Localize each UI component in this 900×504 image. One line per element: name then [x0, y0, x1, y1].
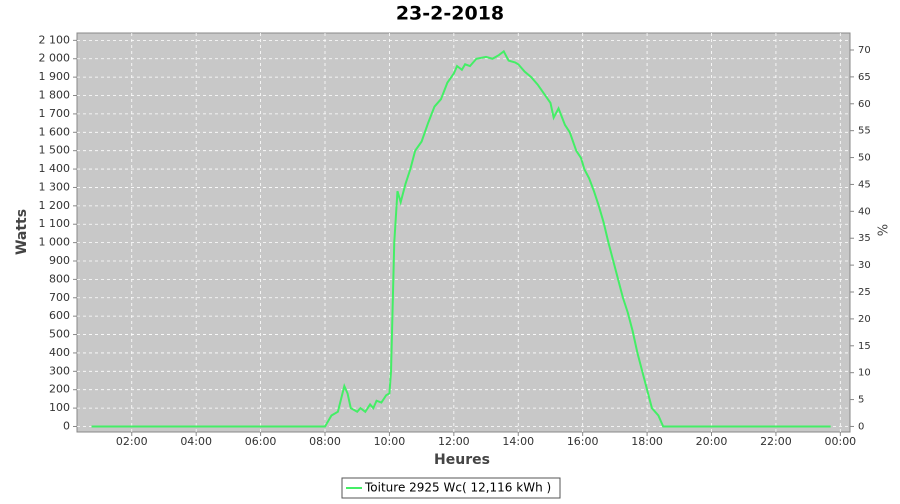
y-tick-label: 100	[49, 401, 70, 414]
y-tick-label: 500	[49, 328, 70, 341]
y-axis-label: Watts	[14, 209, 30, 255]
y-tick-label: 1 800	[39, 89, 71, 102]
y2-tick-label: 25	[858, 287, 871, 298]
y-tick-label: 1 100	[39, 217, 71, 230]
y-tick-label: 1 200	[39, 199, 71, 212]
y-tick-label: 700	[49, 291, 70, 304]
y2-tick-label: 0	[858, 421, 864, 432]
y-tick-label: 1 000	[39, 236, 71, 249]
legend-label: Toiture 2925 Wc( 12,116 kWh )	[364, 481, 551, 495]
y-tick-label: 900	[49, 254, 70, 267]
y-tick-label: 1 600	[39, 125, 71, 138]
y2-tick-label: 20	[858, 314, 871, 325]
x-tick-label: 22:00	[760, 435, 792, 448]
y-tick-label: 1 300	[39, 180, 71, 193]
x-tick-label: 00:00	[824, 435, 856, 448]
y2-tick-label: 45	[858, 179, 871, 190]
x-tick-label: 12:00	[438, 435, 470, 448]
y2-tick-label: 50	[858, 153, 871, 164]
y2-tick-label: 65	[858, 72, 871, 83]
y-tick-label: 200	[49, 383, 70, 396]
y-tick-label: 1 500	[39, 144, 71, 157]
y-tick-label: 600	[49, 309, 70, 322]
y2-tick-label: 15	[858, 341, 871, 352]
chart-title: 23-2-2018	[396, 3, 504, 25]
y2-tick-label: 30	[858, 260, 871, 271]
y2-tick-label: 35	[858, 233, 871, 244]
x-axis-label: Heures	[434, 452, 490, 468]
x-tick-label: 06:00	[245, 435, 277, 448]
y-tick-label: 0	[63, 419, 70, 432]
y-tick-label: 1 900	[39, 70, 71, 83]
x-tick-label: 04:00	[180, 435, 212, 448]
x-tick-label: 02:00	[116, 435, 148, 448]
x-tick-label: 14:00	[502, 435, 534, 448]
y2-tick-label: 70	[858, 45, 871, 56]
y2-tick-label: 10	[858, 368, 871, 379]
plot-area	[76, 32, 851, 433]
y-tick-label: 800	[49, 272, 70, 285]
y2-tick-label: 60	[858, 99, 871, 110]
x-tick-label: 20:00	[696, 435, 728, 448]
series-line	[91, 49, 831, 428]
y-tick-label: 1 700	[39, 107, 71, 120]
y-tick-label: 1 400	[39, 162, 71, 175]
y-tick-label: 2 100	[39, 33, 71, 46]
x-tick-label: 10:00	[374, 435, 406, 448]
x-tick-label: 16:00	[567, 435, 599, 448]
y2-tick-label: 5	[858, 395, 864, 406]
legend-box	[341, 477, 561, 499]
y2-tick-label: 55	[858, 126, 871, 137]
y-tick-label: 300	[49, 364, 70, 377]
x-tick-label: 18:00	[631, 435, 663, 448]
y-tick-label: 400	[49, 346, 70, 359]
y2-tick-label: 40	[858, 206, 871, 217]
x-tick-label: 08:00	[309, 435, 341, 448]
y-tick-label: 2 000	[39, 52, 71, 65]
y2-axis-label: %	[877, 224, 892, 236]
